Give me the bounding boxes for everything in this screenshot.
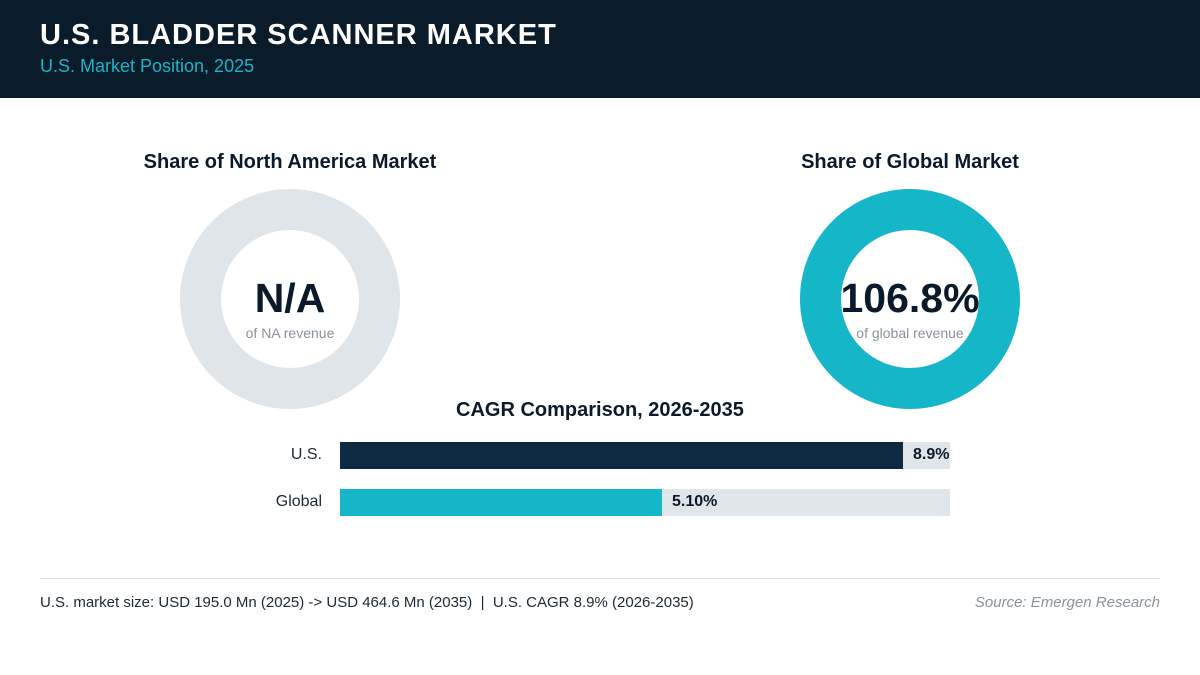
- na-share-caption: of NA revenue: [245, 325, 335, 341]
- global-share-value: 106.8%: [840, 275, 980, 321]
- na-share-donut: [180, 189, 400, 409]
- bar-label-global: Global: [275, 493, 322, 510]
- bar-value-global: 5.10%: [672, 493, 718, 510]
- page-title: U.S. BLADDER SCANNER MARKET: [40, 19, 557, 51]
- bar-label-us: U.S.: [290, 446, 322, 463]
- bar-us: [340, 442, 903, 469]
- bar-global: [340, 489, 662, 516]
- global-donut-arc: [800, 189, 1020, 409]
- footer-summary: U.S. market size: USD 195.0 Mn (2025) ->…: [40, 594, 694, 611]
- page-subtitle: U.S. Market Position, 2025: [40, 56, 255, 76]
- header-banner: U.S. BLADDER SCANNER MARKET U.S. Market …: [0, 0, 1200, 98]
- na-share-value: N/A: [254, 275, 326, 321]
- bar-track-us: 8.9%: [340, 442, 950, 469]
- global-share-title: Share of Global Market: [801, 151, 1019, 173]
- global-share-donut: [800, 189, 1020, 409]
- bar-value-us: 8.9%: [913, 446, 950, 463]
- bar-track-global: 5.10%: [340, 489, 950, 516]
- global-share-caption: of global revenue: [856, 325, 964, 341]
- footer-source: Source: Emergen Research: [974, 594, 1160, 611]
- na-donut-track: [180, 189, 400, 409]
- na-share-title: Share of North America Market: [143, 151, 437, 173]
- cagr-chart-title: CAGR Comparison, 2026-2035: [456, 399, 744, 421]
- footer-divider: [40, 578, 1160, 579]
